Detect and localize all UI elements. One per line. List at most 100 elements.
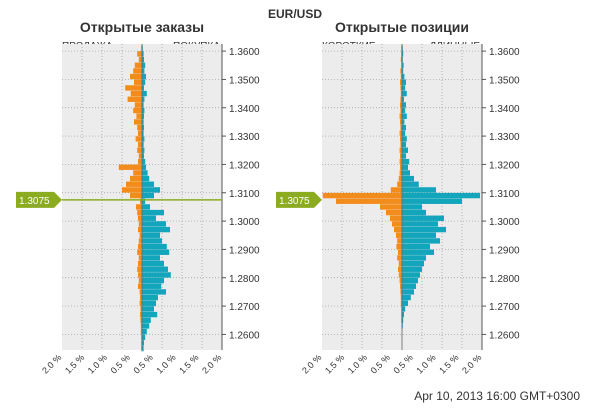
bar-short	[399, 113, 402, 119]
bar-sell	[133, 68, 142, 74]
bar-short	[399, 130, 402, 136]
bar-buy	[142, 221, 166, 227]
bar-buy	[142, 266, 168, 272]
bar-short	[398, 272, 402, 278]
bar-buy	[142, 340, 144, 346]
bar-buy	[142, 215, 156, 221]
y-tick-label: 1.2800	[229, 274, 260, 285]
bar-long	[402, 102, 406, 108]
bar-short	[397, 181, 402, 187]
x-tick-label: 2.0 %	[300, 352, 323, 375]
bar-sell	[137, 124, 142, 131]
chart-panel-1: Открытые заказыПРОДАЖАПОКУПКА1.36001.350…	[40, 19, 260, 376]
bar-sell	[134, 102, 142, 108]
y-tick-label: 1.3100	[489, 189, 520, 200]
bar-sell	[137, 249, 142, 255]
bar-long	[402, 226, 446, 233]
bar-short	[398, 249, 402, 255]
bar-buy	[142, 68, 145, 74]
bar-sell	[130, 192, 142, 199]
bar-long	[402, 283, 416, 289]
bar-long	[402, 306, 406, 312]
chart-panel-2: Открытые позицииКОРОТКИЕДЛИННЫЕ1.36001.3…	[300, 19, 520, 376]
bar-buy	[142, 238, 162, 244]
bar-short	[397, 238, 402, 244]
bar-long	[402, 124, 406, 131]
bar-long	[402, 198, 462, 204]
bar-long	[402, 107, 406, 114]
bar-sell	[125, 85, 142, 91]
bar-long	[402, 73, 405, 80]
bar-long	[402, 164, 408, 170]
bar-long	[402, 260, 424, 267]
bar-sell	[126, 181, 142, 187]
x-tick-label: 2.0 %	[40, 352, 63, 375]
bar-long	[402, 272, 420, 278]
bar-sell	[137, 51, 142, 57]
bar-short	[400, 124, 402, 131]
bar-long	[402, 51, 404, 57]
y-tick-label: 1.2900	[229, 245, 260, 256]
panel-title: Открытые позиции	[335, 19, 469, 35]
bar-sell	[135, 136, 142, 142]
bar-short	[400, 283, 402, 289]
bar-sell	[140, 317, 142, 323]
bar-buy	[142, 317, 151, 323]
panel-title: Открытые заказы	[80, 19, 204, 35]
bar-long	[402, 249, 434, 255]
bar-short	[386, 209, 402, 216]
bar-short	[400, 68, 402, 74]
bar-buy	[142, 153, 144, 159]
bar-short	[390, 187, 402, 193]
bar-sell	[139, 232, 142, 238]
bar-short	[396, 243, 402, 250]
bar-short	[399, 170, 402, 176]
bar-short	[397, 255, 402, 261]
bar-long	[402, 113, 407, 119]
bar-long	[402, 62, 404, 68]
current-price-tag	[276, 191, 322, 208]
bar-buy	[142, 232, 160, 238]
bar-short	[400, 96, 402, 102]
bar-buy	[142, 119, 144, 125]
bar-buy	[142, 311, 158, 318]
y-tick-label: 1.3000	[229, 217, 260, 228]
y-tick-label: 1.2800	[489, 274, 520, 285]
bar-long	[402, 141, 406, 148]
bar-short	[398, 175, 402, 182]
panels: Открытые заказыПРОДАЖАПОКУПКА1.36001.350…	[16, 19, 520, 376]
bar-short	[400, 294, 402, 301]
bar-short	[399, 277, 402, 284]
bar-buy	[142, 85, 144, 91]
bar-long	[402, 153, 406, 159]
bar-long	[402, 90, 407, 97]
y-tick-label: 1.3100	[229, 189, 260, 200]
bar-buy	[142, 136, 145, 142]
x-tick-label: 0.5 %	[391, 352, 414, 375]
current-price-marker-1: 1.3075	[16, 191, 62, 208]
bar-long	[402, 158, 410, 165]
bar-short	[380, 204, 402, 210]
bar-long	[402, 294, 411, 301]
y-tick-label: 1.3300	[489, 132, 520, 143]
current-price-label: 1.3075	[279, 196, 310, 207]
bar-sell	[137, 209, 142, 216]
bar-long	[402, 209, 426, 216]
bar-long	[402, 136, 407, 142]
current-price-tag	[16, 191, 62, 208]
current-price-label: 1.3075	[19, 196, 50, 207]
bar-buy	[142, 62, 146, 68]
x-tick-label: 1.5 %	[177, 352, 200, 375]
current-price-marker-2: 1.3075	[276, 191, 322, 208]
bar-sell	[130, 90, 142, 97]
bar-buy	[142, 113, 144, 119]
bar-long	[402, 119, 405, 125]
bar-sell	[137, 147, 142, 153]
bar-short	[400, 79, 402, 85]
bar-short	[398, 260, 402, 267]
bar-short	[400, 90, 402, 97]
chart-timestamp: Apr 10, 2013 16:00 GMT+0300	[414, 389, 580, 403]
x-tick-label: 2.0 %	[460, 352, 483, 375]
